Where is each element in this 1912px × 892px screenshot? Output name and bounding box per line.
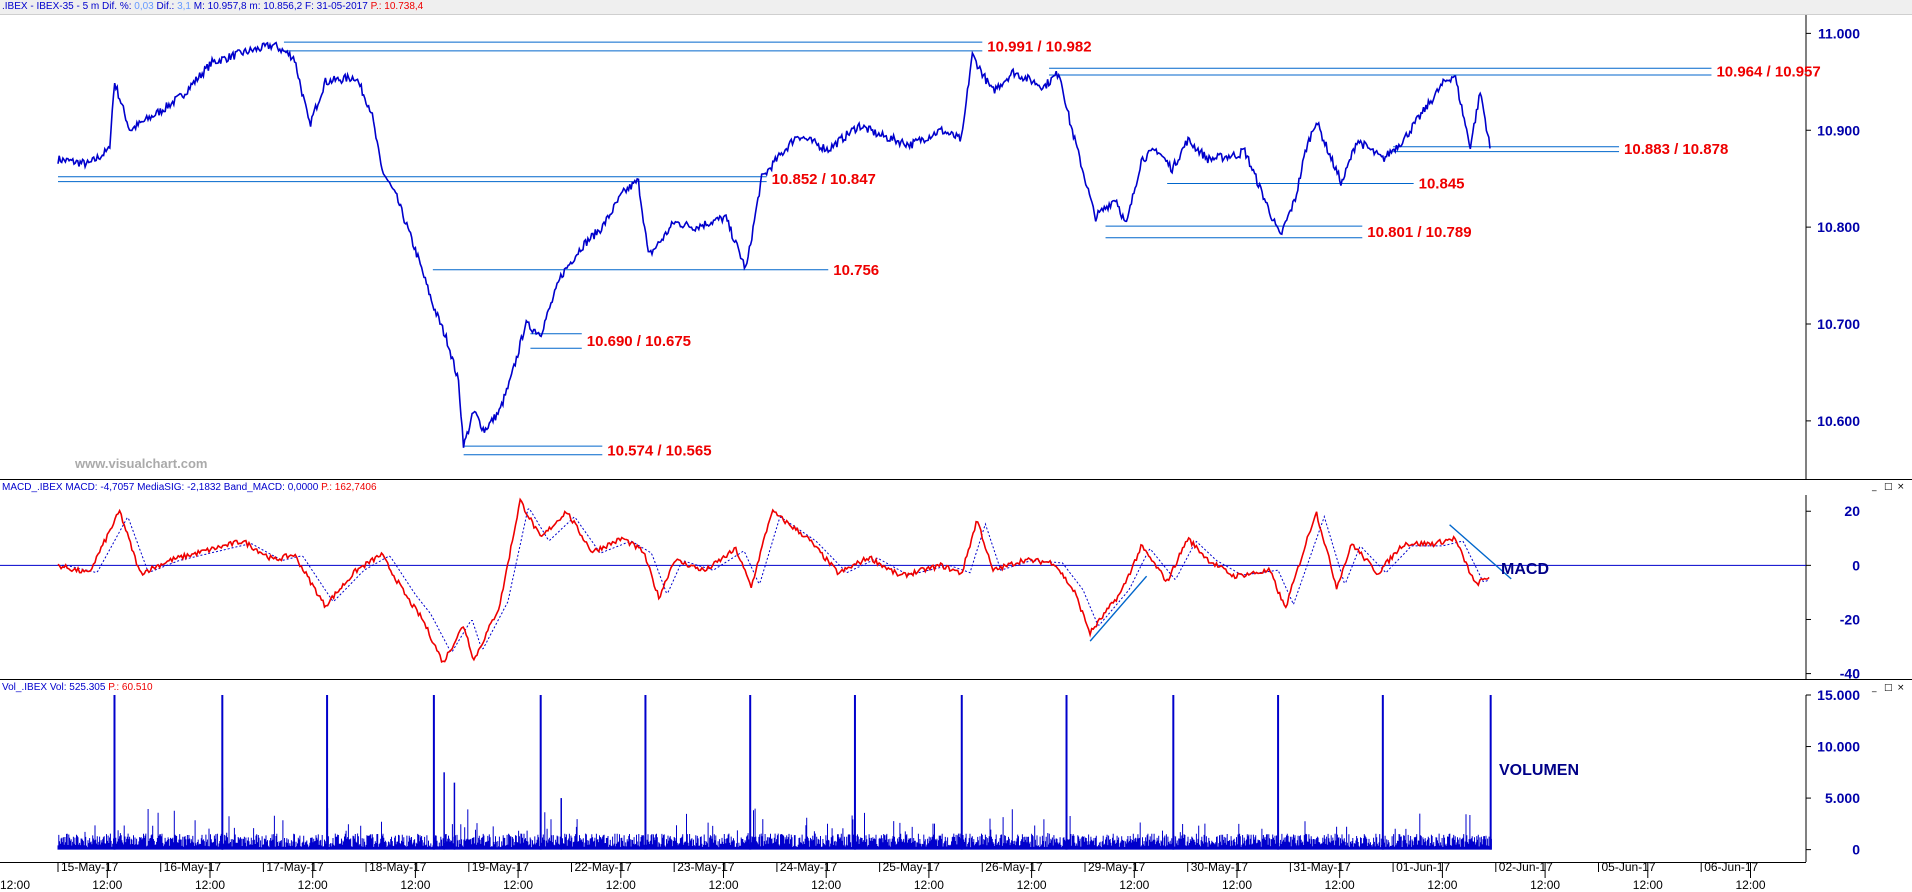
day-label: 18-May-17 xyxy=(369,860,427,874)
max-value: M: 10.957,8 xyxy=(193,1,247,12)
time-label: 12:00 xyxy=(1427,878,1457,892)
macd-axis-tick-label: 20 xyxy=(1844,503,1860,519)
macd-header: MACD_.IBEX MACD: -4,7057 MediaSIG: -2,18… xyxy=(0,481,377,495)
date-value: F: 31-05-2017 xyxy=(304,1,368,12)
vol-name: Vol_.IBEX xyxy=(2,682,48,693)
day-label: 05-Jun-17 xyxy=(1602,860,1656,874)
price-axis-tick-label: 11.000 xyxy=(1818,25,1860,41)
macd-minimize-button[interactable]: _ xyxy=(1872,482,1877,492)
time-label: 12:00 xyxy=(1119,878,1149,892)
macd-panel[interactable] xyxy=(0,495,1806,679)
volume-panel-label: VOLUMEN xyxy=(1499,762,1579,779)
time-label: 12:00 xyxy=(195,878,225,892)
day-label: 24-May-17 xyxy=(780,860,838,874)
day-label: 30-May-17 xyxy=(1191,860,1249,874)
macd-maximize-button[interactable]: □ xyxy=(1884,482,1893,492)
time-label: 12:00 xyxy=(400,878,430,892)
volume-axis-tick-label: 15.000 xyxy=(1817,687,1860,703)
dif-pct-value: 0,03 xyxy=(134,1,154,12)
vol-value: Vol: 525.305 xyxy=(49,682,106,693)
volume-maximize-button[interactable]: □ xyxy=(1884,683,1893,693)
macd-value: MACD: -4,7057 xyxy=(65,482,135,493)
day-label: 26-May-17 xyxy=(985,860,1043,874)
watermark: www.visualchart.com xyxy=(74,456,207,471)
level-label: 10.756 xyxy=(833,262,879,279)
time-label: 12:00 xyxy=(1633,878,1663,892)
time-label: 12:00 xyxy=(503,878,533,892)
macd-name: MACD_.IBEX xyxy=(2,482,63,493)
time-label: 12:00 xyxy=(298,878,328,892)
p-value: P.: 10.738,4 xyxy=(370,1,424,12)
macd-axis-tick-label: -20 xyxy=(1840,611,1860,627)
dif-pct-label: Dif. %: xyxy=(102,1,132,12)
day-label: 23-May-17 xyxy=(677,860,735,874)
trendline xyxy=(1089,575,1148,642)
day-label: 31-May-17 xyxy=(1293,860,1351,874)
macd-p-value: P.: 162,7406 xyxy=(321,482,377,493)
price-axis-tick-label: 10.900 xyxy=(1817,122,1860,138)
volume-axis-tick-label: 10.000 xyxy=(1817,739,1860,755)
level-label: 10.964 / 10.957 xyxy=(1716,64,1820,81)
macd-panel-label: MACD xyxy=(1501,561,1549,578)
price-series xyxy=(57,41,1491,448)
volume-panel[interactable] xyxy=(0,695,1806,862)
band-value: Band_MACD: 0,0000 xyxy=(223,482,319,493)
volume-series xyxy=(57,695,1492,850)
price-line xyxy=(57,41,1491,448)
time-label: 12:00 xyxy=(811,878,841,892)
time-label: 12:00 xyxy=(708,878,738,892)
macd-close-button[interactable]: × xyxy=(1897,482,1905,492)
dif-value: 3,1 xyxy=(177,1,191,12)
price-axis-tick-label: 10.600 xyxy=(1817,413,1860,429)
time-label: 12:00 xyxy=(1325,878,1355,892)
min-value: m: 10.856,2 xyxy=(249,1,303,12)
macd-axis-tick-label: -40 xyxy=(1840,666,1860,682)
time-label: 12:00 xyxy=(1735,878,1765,892)
day-label: 16-May-17 xyxy=(164,860,222,874)
volume-header: Vol_.IBEX Vol: 525.305 P.: 60.510 xyxy=(0,681,153,695)
trendline xyxy=(1449,524,1512,580)
volume-axis-tick-label: 5.000 xyxy=(1825,790,1860,806)
time-axis-label: 12:00 xyxy=(0,878,30,892)
price-axis-tick-label: 10.700 xyxy=(1817,316,1860,332)
level-label: 10.883 / 10.878 xyxy=(1624,141,1728,158)
day-label: 01-Jun-17 xyxy=(1396,860,1450,874)
price-header: .IBEX - IBEX-35 - 5 m Dif. %: 0,03 Dif.:… xyxy=(0,0,1912,15)
time-label: 12:00 xyxy=(1222,878,1252,892)
day-label: 19-May-17 xyxy=(472,860,530,874)
level-label: 10.690 / 10.675 xyxy=(587,333,691,350)
dif-label: Dif.: xyxy=(156,1,175,12)
macd-axis-tick-label: 0 xyxy=(1852,557,1860,573)
level-label: 10.574 / 10.565 xyxy=(607,442,711,459)
day-label: 02-Jun-17 xyxy=(1499,860,1553,874)
axes: 10.600 10.700 10.800 10.900 11.000 -40 -20 0 20 0… xyxy=(0,25,1860,892)
macd-line xyxy=(57,497,1490,664)
level-label: 10.801 / 10.789 xyxy=(1367,224,1471,241)
level-label: 10.991 / 10.982 xyxy=(987,38,1091,55)
macd-series xyxy=(0,497,1806,664)
day-label: 15-May-17 xyxy=(61,860,119,874)
vol-p-value: P.: 60.510 xyxy=(108,682,153,693)
level-label: 10.845 xyxy=(1419,176,1465,193)
time-label: 12:00 xyxy=(1530,878,1560,892)
price-levels: 10.991 / 10.982 10.964 / 10.957 10.852 / 1… xyxy=(58,38,1821,459)
time-label: 12:00 xyxy=(606,878,636,892)
day-label: 22-May-17 xyxy=(575,860,633,874)
day-label: 25-May-17 xyxy=(883,860,941,874)
volume-axis-tick-label: 0 xyxy=(1852,842,1860,858)
price-panel[interactable] xyxy=(0,14,1806,479)
signal-value: MediaSIG: -2,1832 xyxy=(137,482,221,493)
level-label: 10.852 / 10.847 xyxy=(772,171,876,188)
time-label: 12:00 xyxy=(92,878,122,892)
volume-close-button[interactable]: × xyxy=(1897,683,1905,693)
volume-minimize-button[interactable]: _ xyxy=(1872,683,1877,693)
day-label: 06-Jun-17 xyxy=(1704,860,1758,874)
time-label: 12:00 xyxy=(914,878,944,892)
time-label: 12:00 xyxy=(1017,878,1047,892)
symbol-label: .IBEX - IBEX-35 - 5 m xyxy=(2,1,100,12)
price-axis-tick-label: 10.800 xyxy=(1817,219,1860,235)
day-label: 17-May-17 xyxy=(266,860,324,874)
day-label: 29-May-17 xyxy=(1088,860,1146,874)
